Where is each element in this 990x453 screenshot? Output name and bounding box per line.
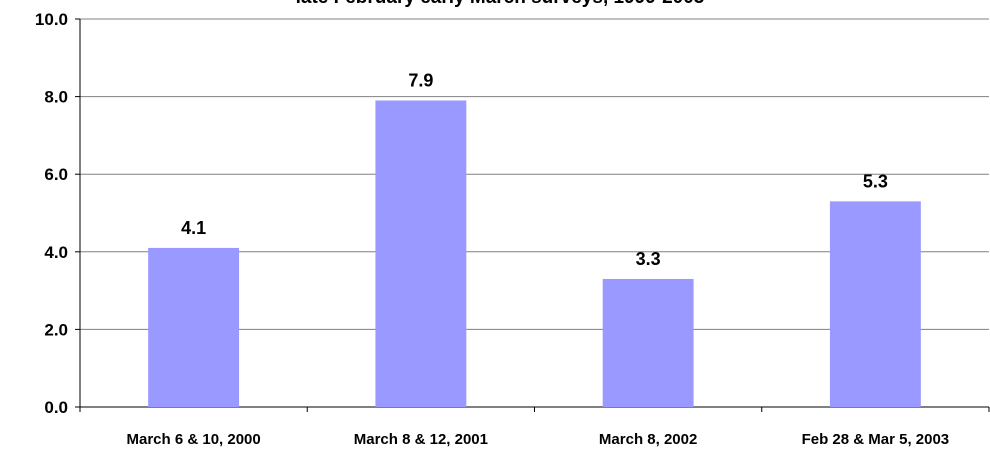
y-tick-label: 10.0 [35,10,68,29]
x-tick-label: March 8 & 12, 2001 [354,431,488,448]
data-label: 7.9 [408,70,433,90]
y-tick-label: 0.0 [44,398,68,417]
data-label: 4.1 [181,218,206,238]
x-tick-label: Feb 28 & Mar 5, 2003 [802,431,950,448]
y-tick-label: 2.0 [44,320,68,339]
data-label: 5.3 [863,171,888,191]
bar [602,278,694,407]
bar [375,100,467,407]
bar [829,201,921,407]
y-tick-label: 4.0 [44,243,68,262]
x-tick-label: March 8, 2002 [599,431,697,448]
data-label: 3.3 [636,249,661,269]
x-tick-label: March 6 & 10, 2000 [127,431,261,448]
bar [148,247,240,407]
y-tick-label: 6.0 [44,165,68,184]
y-tick-label: 8.0 [44,88,68,107]
chart-title: late February early March surveys, 1999-… [296,0,705,8]
